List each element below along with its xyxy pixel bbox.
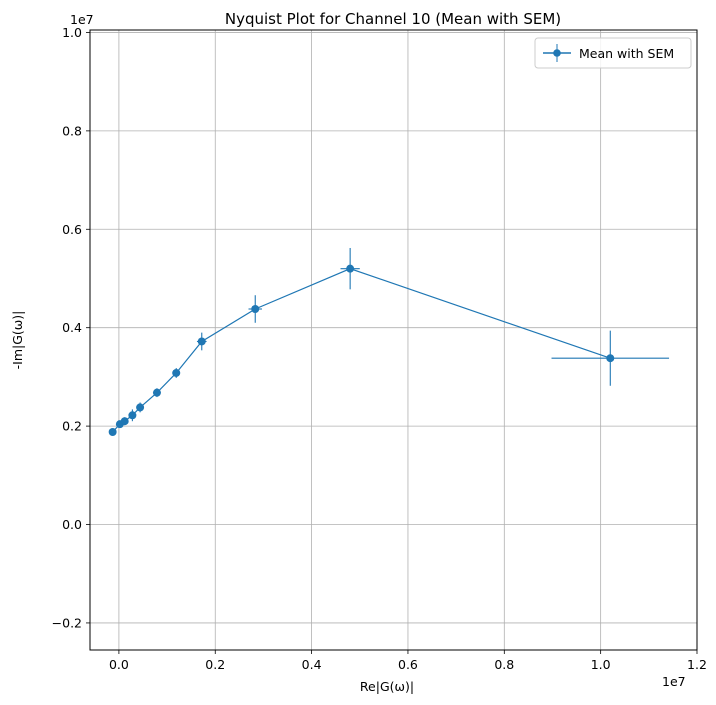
y-tick-label: 1.0 xyxy=(62,25,82,40)
legend: Mean with SEM xyxy=(534,37,692,69)
x-tick-label: 0.2 xyxy=(205,657,225,672)
grid-lines xyxy=(90,30,698,650)
y-offset-text: 1e7 xyxy=(70,12,94,27)
data-series xyxy=(108,247,670,437)
data-point xyxy=(136,403,145,412)
data-point xyxy=(108,428,117,437)
y-tick-label: 0.0 xyxy=(62,517,82,532)
x-tick-label: 0.8 xyxy=(494,657,514,672)
y-tick-label: 0.8 xyxy=(62,123,82,138)
data-point xyxy=(346,264,355,273)
x-tick-label: 0.0 xyxy=(109,657,129,672)
plot-frame xyxy=(89,29,698,651)
data-point xyxy=(172,368,181,377)
y-axis-label: -Im|G(ω)| xyxy=(10,311,25,370)
chart-title: Nyquist Plot for Channel 10 (Mean with S… xyxy=(225,10,561,28)
x-tick-label: 1.0 xyxy=(591,657,611,672)
legend-label: Mean with SEM xyxy=(579,46,674,61)
y-tick-label: 0.6 xyxy=(62,222,82,237)
data-point xyxy=(251,305,260,313)
data-point xyxy=(197,337,206,346)
x-offset-text: 1e7 xyxy=(662,674,686,689)
x-axis-label: Re|G(ω)| xyxy=(360,679,414,694)
axis-ticks: 0.0 0.2 0.4 0.6 0.8 1.0 1.2 −0.2 0.0 0.2 0.4 0.6 0.8… xyxy=(52,25,707,672)
data-point xyxy=(606,354,615,363)
x-tick-label: 0.4 xyxy=(302,657,322,672)
y-tick-label: −0.2 xyxy=(52,615,82,630)
series-line xyxy=(112,268,611,433)
y-tick-label: 0.2 xyxy=(62,419,82,434)
y-tick-label: 0.4 xyxy=(62,320,82,335)
data-point xyxy=(120,417,129,426)
data-point xyxy=(128,411,137,420)
legend-marker xyxy=(553,49,561,57)
data-point xyxy=(152,388,161,397)
legend-box xyxy=(534,37,692,69)
x-tick-label: 0.6 xyxy=(398,657,418,672)
x-tick-label: 1.2 xyxy=(687,657,707,672)
